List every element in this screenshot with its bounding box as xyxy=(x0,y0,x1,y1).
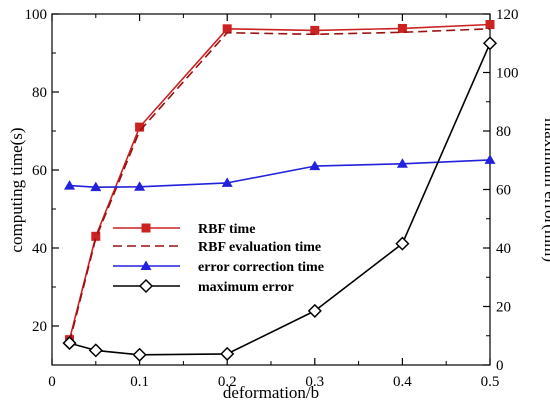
data-point-maximum-error xyxy=(132,347,147,362)
legend-label-maximum-error: maximum error xyxy=(198,280,294,295)
data-point-maximum-error xyxy=(395,236,410,251)
x-axis-title: deformation/b xyxy=(223,383,319,402)
x-tick-label: 0.3 xyxy=(305,374,324,390)
series-line-error-correction-time xyxy=(69,159,491,188)
data-point-error-correction-time xyxy=(90,181,102,192)
data-point-maximum-error xyxy=(482,36,498,51)
legend-entry-error-correction-time: error correction time xyxy=(113,260,324,275)
data-point-rbf-time xyxy=(135,122,145,132)
x-tick-label: 0.5 xyxy=(481,374,500,390)
legend-marker-error-correction-time xyxy=(140,260,152,270)
data-point-rbf-time xyxy=(222,24,232,34)
data-point-maximum-error xyxy=(220,346,235,361)
legend-entry-rbf-time: RBF time xyxy=(113,222,255,237)
y2-tick-label: 40 xyxy=(496,241,511,257)
legend-label-rbf-time: RBF time xyxy=(198,222,255,237)
x-tick-label: 0.1 xyxy=(130,374,149,390)
y2-tick-label: 0 xyxy=(496,358,504,374)
series-line-maximum-error xyxy=(69,42,491,356)
data-point-error-correction-time xyxy=(396,158,408,168)
y-tick-label: 40 xyxy=(32,241,47,257)
y2-tick-label: 20 xyxy=(496,300,511,316)
y2-tick-label: 100 xyxy=(496,66,519,82)
data-point-error-correction-time xyxy=(309,160,321,171)
y2-axis-title: maximum error(mm) xyxy=(541,118,550,262)
data-point-error-correction-time xyxy=(134,181,146,191)
data-point-maximum-error xyxy=(88,343,103,358)
data-point-rbf-time xyxy=(397,23,407,33)
data-point-maximum-error xyxy=(307,303,322,318)
data-point-error-correction-time xyxy=(484,154,496,164)
legend: RBF time RBF evaluation time error corre… xyxy=(113,222,324,295)
legend-marker-maximum-error xyxy=(138,278,154,294)
series-layer xyxy=(62,20,498,362)
legend-label-error-correction-time: error correction time xyxy=(198,260,324,275)
ticks-layer: 0 0.1 0.2 0.3 0.4 0.5 20 40 60 80 100 0 20 40 60 80 100 1… xyxy=(25,7,519,390)
y2-tick-label: 60 xyxy=(496,183,511,199)
plot-frame xyxy=(51,13,491,366)
y-axis-title: computing time(s) xyxy=(7,127,26,252)
y-tick-label: 60 xyxy=(32,163,47,179)
x-tick-label: 0.4 xyxy=(393,374,412,390)
legend-entry-rbf-evaluation-time: RBF evaluation time xyxy=(113,240,321,255)
x-tick-label: 0.2 xyxy=(218,374,237,390)
y2-tick-label: 80 xyxy=(496,124,511,140)
data-point-rbf-time xyxy=(91,231,101,241)
y2-tick-label: 120 xyxy=(496,7,519,23)
data-point-rbf-time xyxy=(310,25,320,35)
data-point-error-correction-time xyxy=(221,177,233,187)
x-tick-label: 0 xyxy=(48,374,56,390)
data-point-maximum-error xyxy=(62,336,77,351)
y-tick-label: 80 xyxy=(32,85,47,101)
legend-label-rbf-evaluation-time: RBF evaluation time xyxy=(198,240,321,255)
data-point-error-correction-time xyxy=(64,180,76,190)
y-tick-label: 100 xyxy=(25,7,48,23)
series-line-rbf-evaluation-time xyxy=(68,28,491,343)
y-tick-label: 20 xyxy=(32,319,47,335)
data-point-rbf-time xyxy=(485,20,495,30)
legend-entry-maximum-error: maximum error xyxy=(113,278,294,295)
legend-marker-rbf-time xyxy=(141,223,151,233)
